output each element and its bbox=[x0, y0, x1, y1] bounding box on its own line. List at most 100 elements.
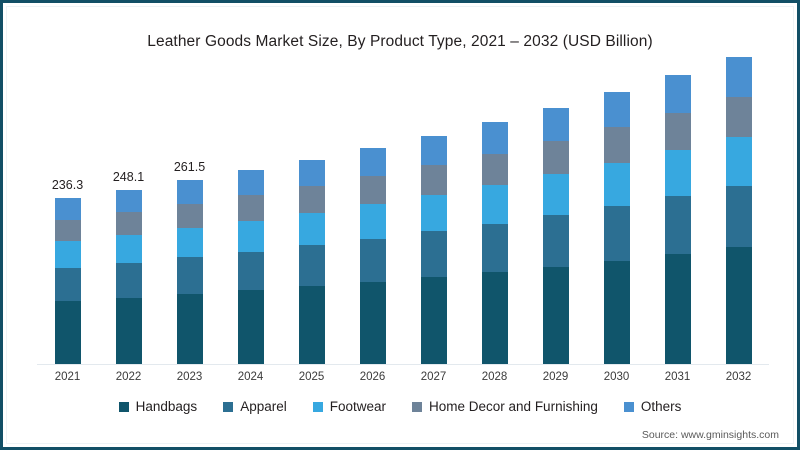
bar-segment-others[interactable] bbox=[115, 189, 142, 213]
plot-area: 236.3 248.1 261.5 bbox=[37, 57, 769, 364]
bar-segment-others[interactable] bbox=[359, 147, 386, 177]
bar-segment-footwear[interactable] bbox=[481, 184, 508, 224]
bar-2029[interactable] bbox=[542, 107, 569, 364]
bar-segment-handbags[interactable] bbox=[115, 297, 142, 364]
bar-segment-apparel[interactable] bbox=[725, 185, 752, 248]
bar-value-label: 248.1 bbox=[112, 169, 145, 184]
bar-2030[interactable] bbox=[603, 92, 630, 364]
bar-2023[interactable]: 261.5 bbox=[174, 160, 205, 364]
bar-segment-apparel[interactable] bbox=[359, 238, 386, 282]
bar-2027[interactable] bbox=[420, 135, 447, 364]
bar-segment-others[interactable] bbox=[725, 57, 752, 97]
legend-swatch-icon bbox=[223, 401, 234, 412]
bar-segment-apparel[interactable] bbox=[54, 267, 81, 301]
legend-swatch-icon bbox=[312, 401, 323, 412]
bar-segment-handbags[interactable] bbox=[481, 272, 508, 364]
bar-segment-others[interactable] bbox=[603, 92, 630, 128]
bar-segment-others[interactable] bbox=[420, 135, 447, 166]
bar-segment-home-decor-and-furnishing[interactable] bbox=[115, 212, 142, 236]
bar-segment-home-decor-and-furnishing[interactable] bbox=[420, 165, 447, 195]
legend-swatch-icon bbox=[118, 401, 129, 412]
bar-segment-apparel[interactable] bbox=[420, 231, 447, 278]
bar-segment-others[interactable] bbox=[176, 180, 203, 205]
bar-segment-footwear[interactable] bbox=[237, 220, 264, 252]
x-tick-2024: 2024 bbox=[237, 371, 264, 383]
legend-label: Others bbox=[640, 399, 682, 414]
bar-segment-others[interactable] bbox=[54, 198, 81, 220]
bar-segment-others[interactable] bbox=[237, 170, 264, 196]
bar-segment-home-decor-and-furnishing[interactable] bbox=[54, 219, 81, 242]
bar-2024[interactable] bbox=[237, 170, 264, 364]
x-tick-2032: 2032 bbox=[725, 371, 752, 383]
legend-item-footwear[interactable]: Footwear bbox=[312, 399, 386, 414]
bar-segment-footwear[interactable] bbox=[603, 162, 630, 207]
bar-segment-home-decor-and-furnishing[interactable] bbox=[542, 140, 569, 175]
bar-segment-home-decor-and-furnishing[interactable] bbox=[237, 195, 264, 221]
bar-segment-home-decor-and-furnishing[interactable] bbox=[176, 204, 203, 229]
bar-2026[interactable] bbox=[359, 147, 386, 364]
x-axis-line bbox=[37, 364, 769, 365]
bar-segment-footwear[interactable] bbox=[359, 204, 386, 239]
bar-2032[interactable] bbox=[725, 57, 752, 364]
legend-item-handbags[interactable]: Handbags bbox=[118, 399, 198, 414]
bar-value-label: 236.3 bbox=[51, 178, 84, 193]
bar-segment-apparel[interactable] bbox=[298, 245, 325, 287]
x-tick-2028: 2028 bbox=[481, 371, 508, 383]
bar-value-label: 261.5 bbox=[173, 160, 206, 175]
bar-segment-handbags[interactable] bbox=[664, 254, 691, 364]
bar-segment-home-decor-and-furnishing[interactable] bbox=[603, 127, 630, 163]
bar-2031[interactable] bbox=[664, 75, 691, 364]
legend-item-apparel[interactable]: Apparel bbox=[223, 399, 287, 414]
legend-item-home-decor-and-furnishing[interactable]: Home Decor and Furnishing bbox=[412, 399, 598, 414]
bar-segment-handbags[interactable] bbox=[542, 266, 569, 364]
bar-segment-home-decor-and-furnishing[interactable] bbox=[481, 153, 508, 185]
x-tick-2027: 2027 bbox=[420, 371, 447, 383]
legend-label: Home Decor and Furnishing bbox=[429, 399, 598, 414]
bar-segment-footwear[interactable] bbox=[176, 228, 203, 258]
bar-2021[interactable]: 236.3 bbox=[52, 178, 83, 364]
bar-segment-handbags[interactable] bbox=[237, 290, 264, 364]
bar-segment-footwear[interactable] bbox=[54, 241, 81, 268]
bar-segment-home-decor-and-furnishing[interactable] bbox=[725, 96, 752, 137]
bar-segment-footwear[interactable] bbox=[115, 235, 142, 263]
bar-segment-handbags[interactable] bbox=[54, 300, 81, 364]
bar-segment-footwear[interactable] bbox=[420, 194, 447, 232]
chart-title: Leather Goods Market Size, By Product Ty… bbox=[147, 33, 653, 50]
bar-segment-apparel[interactable] bbox=[237, 251, 264, 291]
legend-swatch-icon bbox=[623, 401, 634, 412]
legend-label: Apparel bbox=[240, 399, 287, 414]
bar-segment-footwear[interactable] bbox=[298, 212, 325, 246]
bar-segment-home-decor-and-furnishing[interactable] bbox=[298, 186, 325, 213]
bar-segment-footwear[interactable] bbox=[664, 150, 691, 197]
legend-label: Handbags bbox=[135, 399, 198, 414]
bar-segment-apparel[interactable] bbox=[542, 215, 569, 267]
bar-segment-home-decor-and-furnishing[interactable] bbox=[664, 112, 691, 151]
bar-segment-others[interactable] bbox=[298, 159, 325, 187]
bar-segment-handbags[interactable] bbox=[725, 247, 752, 364]
bar-segment-apparel[interactable] bbox=[115, 262, 142, 298]
x-tick-2030: 2030 bbox=[603, 371, 630, 383]
bar-segment-apparel[interactable] bbox=[664, 196, 691, 255]
bar-segment-apparel[interactable] bbox=[603, 206, 630, 261]
x-axis-tick-labels: 2021 2022 2023 2024 2025 2026 2027 2028 2029 2030… bbox=[37, 371, 769, 389]
bar-segment-apparel[interactable] bbox=[176, 257, 203, 295]
bar-segment-others[interactable] bbox=[664, 75, 691, 113]
bar-segment-handbags[interactable] bbox=[359, 281, 386, 364]
x-tick-2022: 2022 bbox=[115, 371, 142, 383]
bar-segment-footwear[interactable] bbox=[542, 174, 569, 216]
bar-segment-home-decor-and-furnishing[interactable] bbox=[359, 176, 386, 205]
bar-segment-handbags[interactable] bbox=[603, 260, 630, 364]
x-tick-2026: 2026 bbox=[359, 371, 386, 383]
bar-2022[interactable]: 248.1 bbox=[113, 170, 144, 364]
bar-segment-apparel[interactable] bbox=[481, 223, 508, 273]
bar-2028[interactable] bbox=[481, 122, 508, 364]
bar-segment-handbags[interactable] bbox=[420, 277, 447, 364]
bar-2025[interactable] bbox=[298, 159, 325, 364]
bar-segment-footwear[interactable] bbox=[725, 136, 752, 186]
bar-segment-others[interactable] bbox=[481, 122, 508, 154]
bar-segment-others[interactable] bbox=[542, 107, 569, 141]
bar-segment-handbags[interactable] bbox=[298, 286, 325, 364]
legend-item-others[interactable]: Others bbox=[623, 399, 682, 414]
bar-segment-handbags[interactable] bbox=[176, 294, 203, 364]
